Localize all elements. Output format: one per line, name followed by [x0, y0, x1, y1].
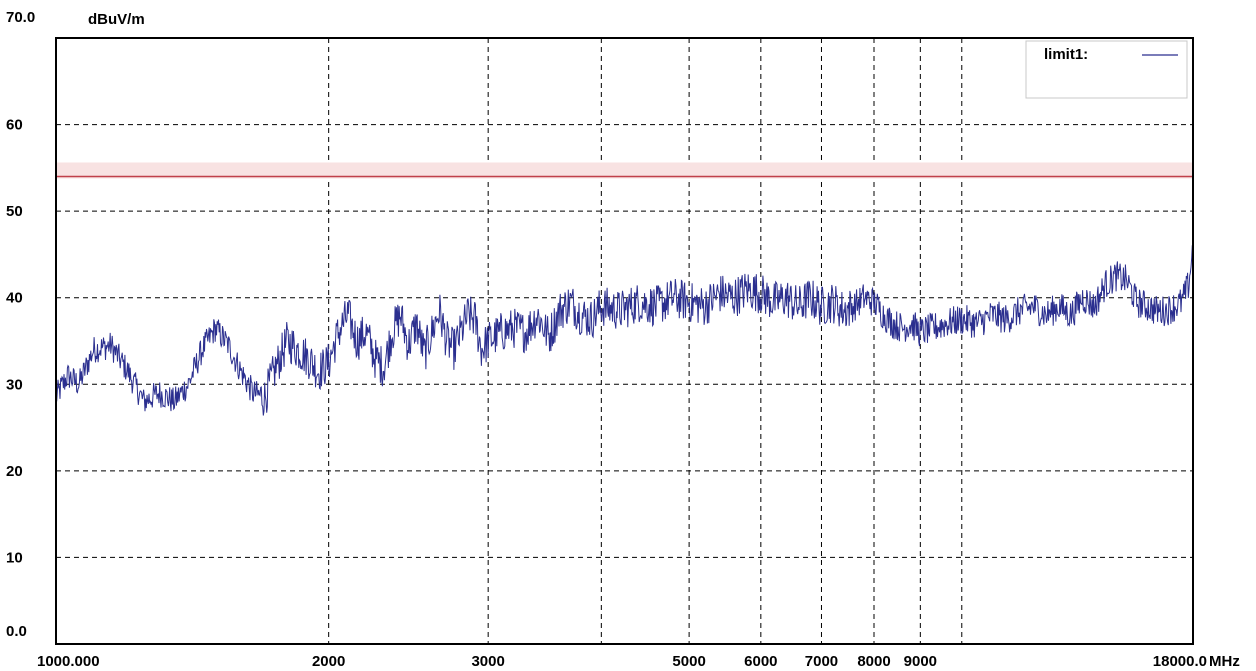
x-tick-label: 9000 — [904, 653, 937, 670]
x-tick-label: 3000 — [471, 653, 504, 670]
y-tick-label: 0.0 — [6, 623, 27, 640]
y-tick-label: 40 — [6, 290, 23, 307]
x-tick-label: 6000 — [744, 653, 777, 670]
y-axis-label: dBuV/m — [88, 11, 145, 28]
x-axis-ticks: 1000.000 2000 3000 5000 6000 7000 8000 9000 1800… — [37, 653, 1207, 670]
limit-band — [56, 162, 1193, 179]
y-tick-label: 30 — [6, 376, 23, 393]
x-tick-label: 8000 — [857, 653, 890, 670]
x-tick-label: 1000.000 — [37, 653, 100, 670]
y-tick-label: 70.0 — [6, 9, 35, 26]
series-layer — [55, 175, 1194, 416]
legend-box — [1025, 40, 1188, 99]
plot-frame — [55, 37, 1194, 645]
y-tick-label: 10 — [6, 549, 23, 566]
x-tick-label: 7000 — [805, 653, 838, 670]
y-tick-label: 20 — [6, 463, 23, 480]
legend-entry-limit1: limit1: — [1044, 46, 1088, 63]
plot-background — [56, 38, 1193, 644]
x-tick-label: 2000 — [312, 653, 345, 670]
measurement-trace — [55, 245, 1194, 416]
x-tick-label: 5000 — [672, 653, 705, 670]
y-tick-label: 60 — [6, 117, 23, 134]
y-tick-label: 50 — [6, 203, 23, 220]
x-tick-label: 18000.0 — [1153, 653, 1207, 670]
y-axis-ticks: 0.0 10 20 30 40 50 60 70.0 — [6, 9, 35, 640]
legend: limit1: — [1025, 40, 1188, 99]
x-axis-unit: MHz — [1209, 653, 1240, 670]
